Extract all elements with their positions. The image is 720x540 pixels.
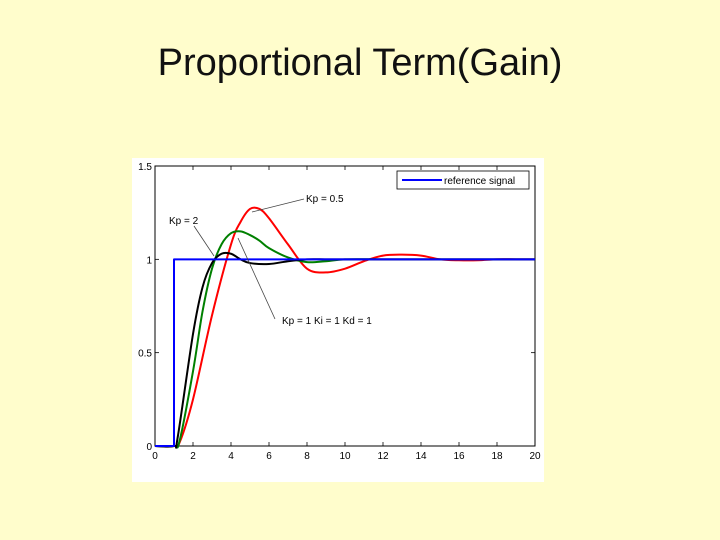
annotation-arrow-pid (237, 237, 276, 320)
annotation-arrow-kp05 (251, 198, 305, 213)
x-tick-label: 6 (266, 451, 272, 462)
x-tick-label: 18 (491, 451, 503, 462)
x-tick-label: 12 (377, 451, 389, 462)
x-tick-label: 16 (453, 451, 465, 462)
annotation-kp2: Kp = 2 (169, 216, 199, 227)
x-tick-label: 20 (529, 451, 541, 462)
x-tick-label: 4 (228, 451, 234, 462)
y-tick-label: 0.5 (138, 349, 152, 360)
chart-figure: 0 2 4 6 8 10 12 14 16 18 20 0 0.5 1 1.5 reference sign… (132, 158, 544, 482)
slide-title: Proportional Term(Gain) (157, 42, 563, 84)
x-tick-label: 0 (152, 451, 158, 462)
x-tick-label: 8 (304, 451, 310, 462)
annotations: Kp = 0.5 Kp = 2 Kp = 1 Ki = 1 Kd = 1 (169, 194, 372, 327)
annotation-arrow-kp2 (193, 225, 215, 257)
series-line-reference (155, 258, 535, 447)
x-tick-label: 10 (339, 451, 351, 462)
step-response-chart: 0 2 4 6 8 10 12 14 16 18 20 0 0.5 1 1.5 reference sign… (138, 162, 541, 462)
x-tick-label: 14 (415, 451, 427, 462)
legend-box (396, 170, 530, 190)
x-tick-label: 2 (190, 451, 196, 462)
plot-area (154, 165, 536, 447)
annotation-pid: Kp = 1 Ki = 1 Kd = 1 (282, 316, 372, 327)
legend: reference signal (396, 170, 530, 190)
legend-label-reference: reference signal (444, 176, 515, 187)
annotation-kp05: Kp = 0.5 (306, 194, 344, 205)
y-tick-label: 1.5 (138, 162, 152, 173)
y-tick-label: 0 (146, 442, 152, 453)
y-tick-label: 1 (146, 255, 152, 266)
